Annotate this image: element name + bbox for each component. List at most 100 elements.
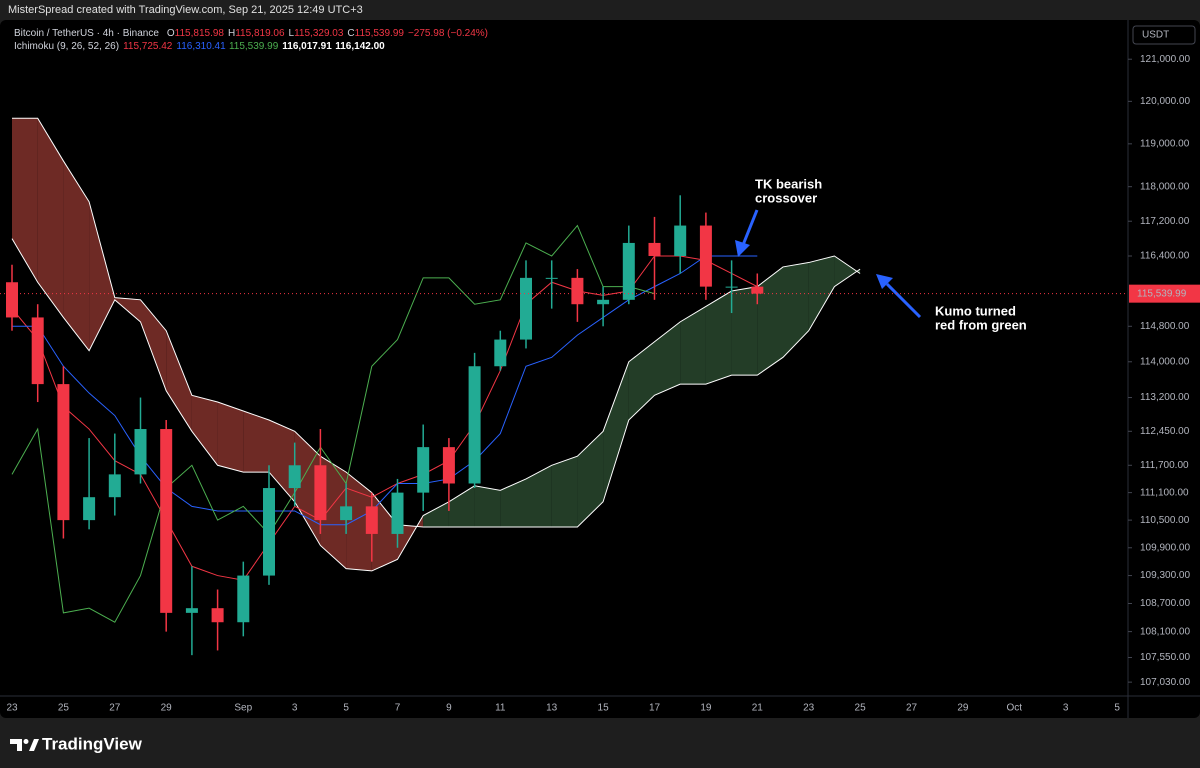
x-tick-label: Sep	[234, 703, 252, 714]
change: −275.98 (−0.24%)	[408, 28, 488, 39]
kumo-segment	[783, 262, 809, 358]
y-tick-label: 113,200.00	[1140, 392, 1190, 403]
kumo-segment	[448, 485, 475, 528]
kumo-segment	[551, 456, 578, 528]
indicator-value: 116,142.00	[335, 41, 385, 52]
candle-body	[263, 488, 275, 576]
span-a-line	[11, 238, 861, 572]
symbol: Bitcoin / TetherUS · 4h · Binance	[14, 28, 159, 39]
kumo-segment	[628, 341, 655, 421]
x-tick-label: 19	[700, 703, 712, 714]
kumo-segment	[705, 291, 732, 385]
y-tick-label: 111,700.00	[1140, 460, 1189, 471]
x-tick-label: 17	[649, 703, 661, 714]
x-tick-label: 29	[161, 703, 173, 714]
kumo-segment	[526, 465, 552, 528]
x-tick-label: 25	[855, 703, 867, 714]
candle-body	[57, 384, 70, 521]
brand: TradingView	[42, 734, 143, 753]
x-tick-label: 7	[395, 703, 401, 714]
kumo-segment	[423, 501, 449, 528]
candle-body	[134, 429, 147, 475]
kumo-segment	[243, 411, 269, 473]
kumo-segment	[834, 256, 861, 287]
x-tick-label: 27	[906, 703, 918, 714]
candle-body	[160, 429, 173, 613]
candle-body	[725, 286, 738, 288]
y-tick-label: 107,550.00	[1140, 652, 1190, 663]
x-tick-label: 5	[1114, 703, 1120, 714]
ohlc-key: L	[289, 28, 295, 39]
x-tick-label: 27	[109, 703, 121, 714]
annotation: red from green	[935, 317, 1027, 332]
annotation: Kumo turned	[935, 303, 1016, 318]
span-b-line	[12, 117, 861, 528]
kumo-segment	[217, 402, 244, 473]
currency: USDT	[1142, 30, 1169, 41]
candle-body	[237, 575, 250, 623]
last-price-tag	[1129, 284, 1200, 303]
candle-body	[365, 506, 378, 534]
indicator-value: 115,725.42	[123, 41, 173, 52]
kumo-segment	[577, 431, 604, 528]
x-tick-label: 5	[343, 703, 349, 714]
x-tick-label: 9	[446, 703, 452, 714]
kumo-segment	[140, 299, 167, 391]
kumo-segment	[166, 330, 192, 432]
x-tick-label: 3	[292, 703, 298, 714]
kumo-segment	[371, 492, 398, 571]
kumo-segment	[191, 395, 218, 466]
y-tick-label: 107,030.00	[1140, 677, 1190, 688]
candle-body	[545, 277, 558, 279]
candle-body	[6, 282, 18, 318]
candle-body	[108, 474, 121, 498]
kumo-segment	[731, 286, 758, 376]
candle-body	[288, 465, 301, 489]
candle-body	[31, 317, 44, 385]
x-tick-label: 3	[1063, 703, 1069, 714]
candle-body	[442, 447, 455, 484]
candle-body	[494, 339, 507, 367]
indicator-value: 116,310.41	[176, 41, 226, 52]
candle-body	[674, 225, 687, 257]
kumo-segment	[808, 256, 835, 331]
indicator-value: 115,539.99	[229, 41, 279, 52]
ichimoku-line	[11, 224, 655, 623]
y-tick-label: 119,000.00	[1140, 138, 1190, 149]
kumo-segment	[603, 361, 629, 502]
ohlc-value: 115,815.98	[175, 28, 225, 39]
y-tick-label: 121,000.00	[1140, 54, 1190, 65]
kumo-segment	[269, 420, 295, 502]
candle-body	[751, 286, 764, 294]
brand-logo	[10, 739, 39, 751]
candle-body	[185, 608, 198, 613]
x-tick-label: 11	[495, 703, 506, 714]
candle-body	[699, 225, 712, 287]
x-tick-label: 29	[957, 703, 969, 714]
x-tick-label: 23	[6, 703, 18, 714]
kumo-segment	[500, 478, 526, 528]
y-tick-label: 117,200.00	[1140, 216, 1190, 227]
legend-line: Bitcoin / TetherUS · 4h · Binance O115,81…	[14, 28, 488, 39]
candle-body	[211, 608, 224, 623]
candle-body	[83, 497, 96, 521]
candle-body	[340, 506, 353, 521]
ohlc-value: 115,819.06	[235, 28, 285, 39]
x-tick-label: 21	[752, 703, 764, 714]
candle-body	[468, 366, 481, 484]
kumo-segment	[680, 306, 706, 385]
indicator-line: Ichimoku (9, 26, 52, 26) 115,725.42 116,31…	[14, 41, 385, 52]
y-tick-label: 120,000.00	[1140, 96, 1190, 107]
x-tick-label: 25	[58, 703, 70, 714]
x-tick-label: 15	[598, 703, 610, 714]
indicator: Ichimoku (9, 26, 52, 26)	[14, 41, 119, 52]
y-tick-label: 109,900.00	[1140, 542, 1190, 553]
y-tick-label: 109,300.00	[1140, 570, 1190, 581]
y-tick-label: 110,500.00	[1140, 515, 1190, 526]
annotation: TK bearish	[755, 176, 822, 191]
indicator-value: 116,017.91	[282, 41, 332, 52]
y-tick-label: 114,000.00	[1140, 356, 1190, 367]
ohlc-key: H	[228, 28, 235, 39]
